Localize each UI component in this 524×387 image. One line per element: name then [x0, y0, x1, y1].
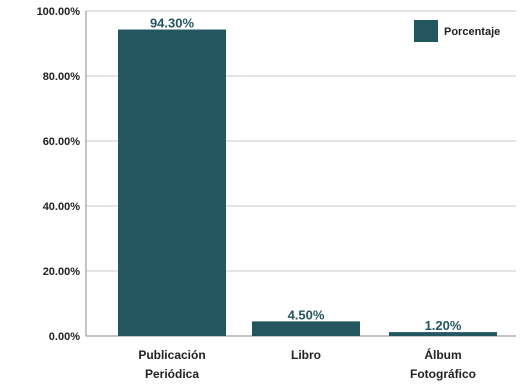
legend: Porcentaje [414, 20, 500, 42]
bar [118, 29, 226, 337]
y-tick-label: 80.00% [43, 71, 81, 83]
x-category-label: Álbum [424, 347, 461, 362]
y-tick-label: 40.00% [43, 201, 81, 213]
x-category-label: Fotográfico [410, 367, 476, 381]
data-label: 4.50% [288, 307, 325, 322]
x-category-label: Publicación [138, 348, 205, 362]
data-labels: 94.30% 4.50% 1.20% [150, 16, 462, 334]
legend-label: Porcentaje [444, 26, 500, 38]
x-axis-category-labels: Publicación Periódica Libro Álbum Fotográfic… [138, 347, 476, 381]
data-label: 1.20% [425, 318, 462, 333]
y-tick-label: 0.00% [49, 331, 80, 343]
bar [252, 321, 360, 336]
y-axis-tick-labels: 0.00% 20.00% 40.00% 60.00% 80.00% 100.00% [37, 6, 81, 343]
data-label: 94.30% [150, 16, 195, 31]
bar [389, 332, 497, 336]
y-tick-label: 60.00% [43, 136, 81, 148]
y-tick-label: 100.00% [37, 6, 81, 18]
legend-swatch [414, 20, 438, 42]
bars [118, 29, 497, 337]
y-tick-label: 20.00% [43, 266, 81, 278]
x-category-label: Periódica [145, 367, 199, 381]
x-category-label: Libro [291, 348, 321, 362]
